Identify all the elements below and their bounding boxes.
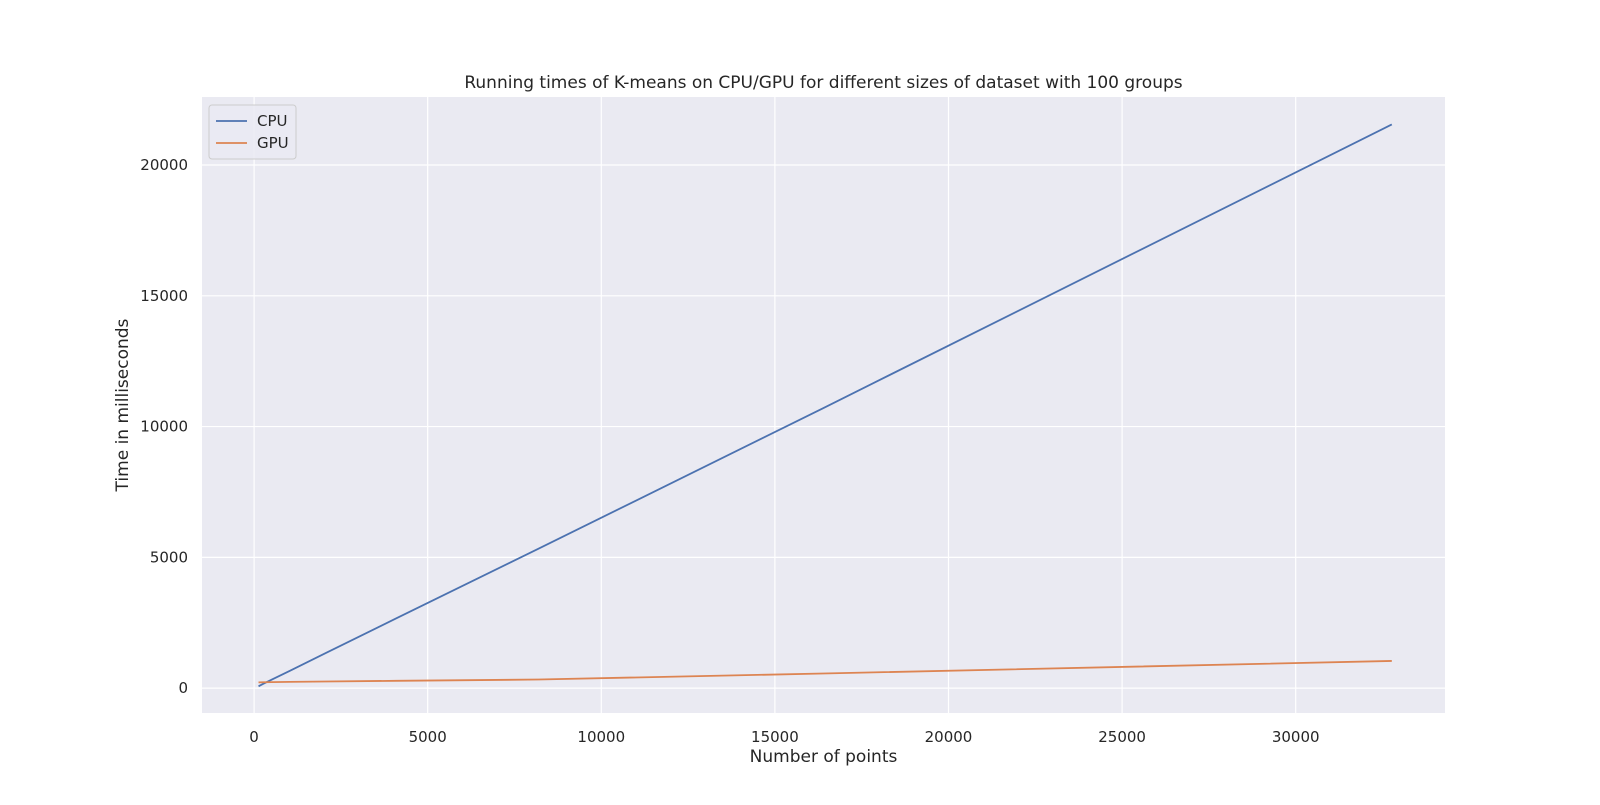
legend-label-gpu: GPU: [257, 134, 289, 152]
x-tick-labels: 0 5000 10000 15000 20000 25000 30000: [249, 728, 1319, 746]
y-tick-label: 0: [178, 679, 188, 697]
plot-background: [202, 97, 1445, 713]
y-axis-label: Time in milliseconds: [113, 318, 133, 492]
grid-lines: [202, 97, 1445, 713]
y-tick-label: 20000: [140, 156, 188, 174]
y-tick-label: 15000: [140, 287, 188, 305]
legend: CPU GPU: [208, 104, 297, 160]
series-line-gpu: [258, 660, 1392, 684]
x-tick-label: 15000: [751, 728, 799, 746]
y-tick-label: 5000: [150, 548, 188, 566]
x-tick-label: 5000: [409, 728, 447, 746]
series-lines: [258, 123, 1393, 688]
x-tick-label: 25000: [1098, 728, 1146, 746]
legend-label-cpu: CPU: [257, 112, 288, 130]
x-tick-label: 10000: [577, 728, 625, 746]
x-tick-label: 20000: [925, 728, 973, 746]
y-tick-labels: 0 5000 10000 15000 20000: [140, 156, 188, 697]
x-tick-label: 30000: [1272, 728, 1320, 746]
x-tick-label: 0: [249, 728, 259, 746]
chart-title: Running times of K-means on CPU/GPU for …: [464, 73, 1182, 93]
y-tick-label: 10000: [140, 418, 188, 436]
legend-box: [208, 104, 297, 160]
x-axis-label: Number of points: [750, 747, 898, 767]
